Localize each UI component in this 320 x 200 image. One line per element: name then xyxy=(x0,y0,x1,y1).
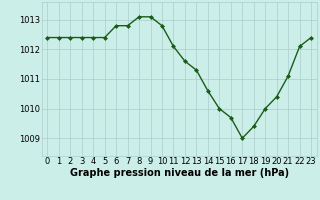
X-axis label: Graphe pression niveau de la mer (hPa): Graphe pression niveau de la mer (hPa) xyxy=(70,168,289,178)
